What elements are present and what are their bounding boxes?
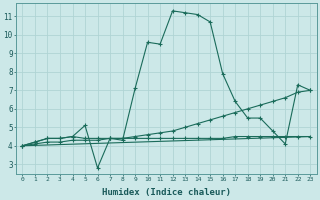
X-axis label: Humidex (Indice chaleur): Humidex (Indice chaleur) [102,188,231,197]
